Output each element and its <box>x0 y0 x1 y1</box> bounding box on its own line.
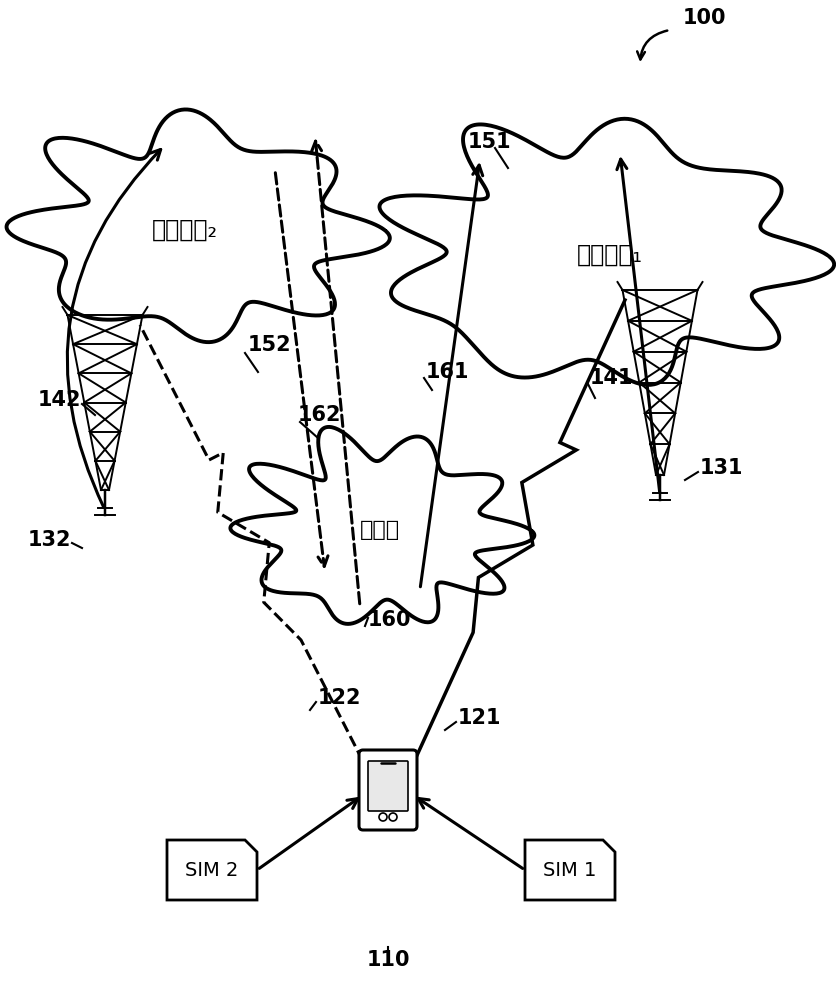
Text: 152: 152 <box>247 335 291 355</box>
Text: 161: 161 <box>426 362 469 382</box>
Text: 162: 162 <box>298 405 341 425</box>
Text: 移动网络₁: 移动网络₁ <box>576 243 642 267</box>
Text: 121: 121 <box>457 708 501 728</box>
Text: 141: 141 <box>589 368 633 388</box>
Text: 移动网络₂: 移动网络₂ <box>152 218 217 242</box>
Text: 100: 100 <box>682 8 726 28</box>
Text: 142: 142 <box>38 390 81 410</box>
FancyBboxPatch shape <box>359 750 416 830</box>
Text: SIM 2: SIM 2 <box>185 860 238 880</box>
Text: 122: 122 <box>318 688 361 708</box>
Text: 110: 110 <box>366 950 410 970</box>
Text: 132: 132 <box>28 530 71 550</box>
Text: 因特网: 因特网 <box>359 520 400 540</box>
FancyBboxPatch shape <box>368 761 407 811</box>
Text: 160: 160 <box>368 610 411 630</box>
Text: SIM 1: SIM 1 <box>543 860 596 880</box>
Text: 131: 131 <box>699 458 742 478</box>
Text: 151: 151 <box>467 132 511 152</box>
